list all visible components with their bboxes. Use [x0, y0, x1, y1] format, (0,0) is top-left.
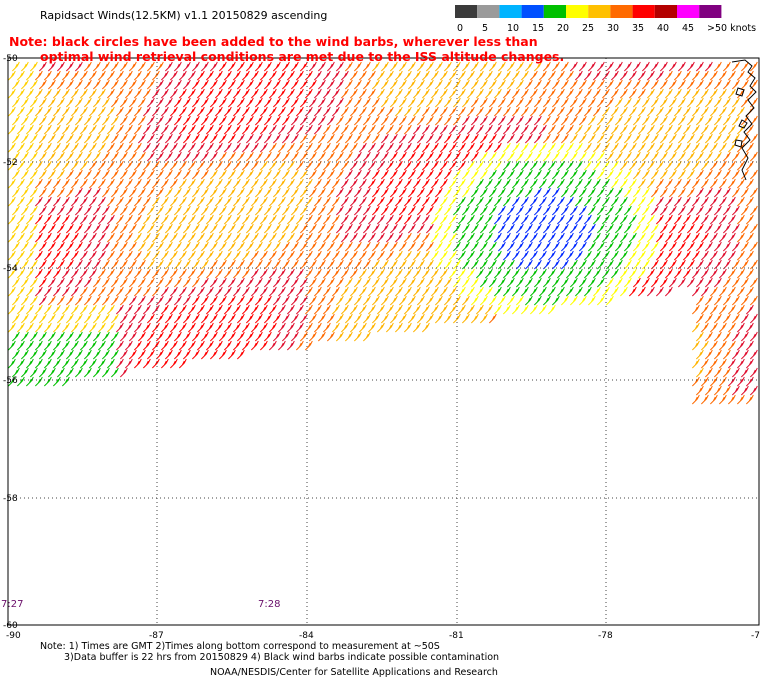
legend-swatch — [499, 5, 522, 18]
lat-lon-grid — [8, 58, 759, 625]
legend-swatch — [677, 5, 700, 18]
warning-note-line2: optimal wind retrieval conditions are me… — [40, 49, 565, 64]
lon-label: -78 — [598, 631, 613, 641]
legend-swatch — [699, 5, 722, 18]
lat-label: -56 — [3, 376, 18, 386]
legend-label: 0 — [457, 23, 463, 34]
lat-label: -50 — [3, 54, 18, 64]
legend-label: 40 — [657, 23, 669, 34]
legend-swatch — [588, 5, 611, 18]
lon-label: -75 — [751, 631, 760, 641]
legend-label: 45 — [682, 23, 694, 34]
footer-credit: NOAA/NESDIS/Center for Satellite Applica… — [210, 667, 498, 678]
footer-note-1: Note: 1) Times are GMT 2)Times along bot… — [40, 641, 440, 652]
legend-swatch — [521, 5, 544, 18]
lat-label: -58 — [3, 494, 18, 504]
time-label-1: 7:27 — [1, 599, 24, 610]
legend-swatch — [566, 5, 589, 18]
warning-note-line1: Note: black circles have been added to t… — [9, 34, 538, 49]
axis-labels: -50 -52 -54 -56 -58 -60-90 -87 -84 -81 -78 -75 — [3, 54, 760, 641]
legend-label: 20 — [557, 23, 569, 34]
lat-label: -54 — [3, 264, 18, 274]
legend-swatch — [477, 5, 500, 18]
lon-label: -87 — [149, 631, 164, 641]
plot-frame — [7, 57, 760, 626]
footer-note-2: 3)Data buffer is 22 hrs from 20150829 4)… — [64, 652, 500, 663]
legend-label: 5 — [482, 23, 488, 34]
legend-label: 10 — [507, 23, 519, 34]
lon-label: -81 — [449, 631, 464, 641]
legend-swatch — [455, 5, 478, 18]
wind-barbs — [7, 61, 758, 405]
legend-swatch — [654, 5, 677, 18]
legend-swatch — [610, 5, 633, 18]
map-title: Rapidsact Winds(12.5KM) v1.1 20150829 as… — [40, 9, 328, 22]
lat-label: -60 — [3, 621, 18, 631]
lon-label: -90 — [6, 631, 21, 641]
lat-label: -52 — [3, 158, 18, 168]
legend-label: 15 — [532, 23, 544, 34]
coastline — [731, 59, 757, 181]
color-legend: 0 5 10 15 20 25 30 35 40 45 >50 knots — [455, 5, 756, 34]
legend-swatch — [543, 5, 566, 18]
time-label-2: 7:28 — [258, 599, 281, 610]
legend-label: 35 — [632, 23, 644, 34]
legend-swatch — [632, 5, 655, 18]
legend-label: 25 — [582, 23, 594, 34]
legend-label: 30 — [607, 23, 619, 34]
lon-label: -84 — [299, 631, 314, 641]
legend-label: >50 knots — [707, 23, 756, 34]
